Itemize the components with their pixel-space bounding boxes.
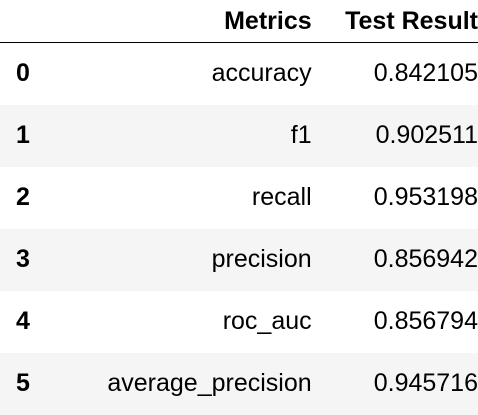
metric-name: recall	[251, 183, 312, 211]
metric-name: roc_auc	[222, 307, 312, 335]
metric-value: 0.945716	[373, 369, 478, 397]
table-row: 0 accuracy 0.842105	[0, 43, 478, 105]
table-row: 1 f1 0.902511	[0, 104, 478, 167]
table-row: 2 recall 0.953198	[0, 167, 478, 229]
row-index: 3	[16, 245, 30, 273]
metric-value: 0.953198	[373, 183, 478, 211]
row-index: 4	[16, 307, 30, 335]
column-header-test-result: Test Result	[345, 6, 478, 35]
table-row: 4 roc_auc 0.856794	[0, 291, 478, 353]
metric-name: f1	[290, 121, 312, 149]
table-row: 3 precision 0.856942	[0, 228, 478, 291]
metric-value: 0.902511	[375, 121, 478, 149]
metric-name: average_precision	[107, 369, 312, 397]
metric-value: 0.842105	[373, 59, 478, 88]
table-header: Metrics Test Result	[0, 0, 478, 43]
row-index: 0	[16, 59, 30, 88]
row-index: 5	[16, 369, 30, 397]
row-index: 1	[16, 121, 30, 149]
metric-name: precision	[211, 245, 312, 273]
metric-name: accuracy	[211, 59, 312, 88]
row-index: 2	[16, 183, 30, 211]
metric-value: 0.856794	[373, 307, 478, 335]
table-body: 0 accuracy 0.842105 1 f1 0.902511 2 reca…	[0, 43, 478, 415]
column-header-metrics: Metrics	[224, 6, 312, 35]
header-row: Metrics Test Result	[0, 0, 478, 43]
index-header	[0, 0, 56, 43]
table-row: 5 average_precision 0.945716	[0, 352, 478, 415]
metric-value: 0.856942	[373, 245, 478, 273]
